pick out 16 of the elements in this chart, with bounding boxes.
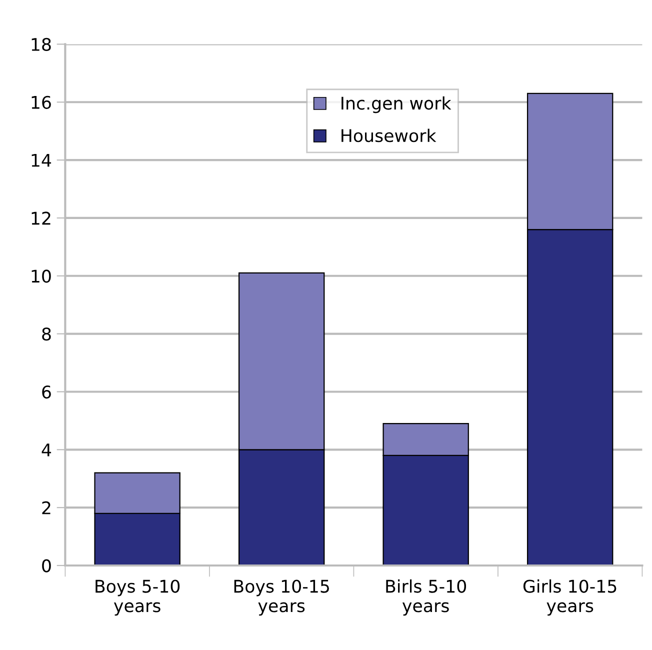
y-tick-label: 14 — [32, 154, 52, 167]
y-tick-label: 16 — [32, 96, 51, 109]
x-tick-label: Girls 10-15 years — [523, 579, 616, 616]
x-tick-label: Boys 10-15 years — [234, 580, 329, 616]
y-tick-label: 18 — [32, 38, 51, 52]
x-tick-label: Boys 5-10 years — [96, 580, 180, 616]
x-tick-label: Birls 5-10 years — [386, 579, 466, 616]
y-tick-label: 10 — [32, 270, 51, 283]
legend-label: Housework — [342, 128, 436, 142]
y-tick-label: 2 — [42, 501, 50, 514]
y-tick-label: 4 — [42, 444, 52, 456]
y-tick-label: 12 — [32, 212, 50, 225]
y-tick-label: 8 — [42, 328, 51, 341]
y-tick-label: 6 — [42, 385, 51, 399]
y-tick-label: 0 — [42, 559, 51, 572]
legend-label: Inc.gen work — [342, 96, 452, 114]
